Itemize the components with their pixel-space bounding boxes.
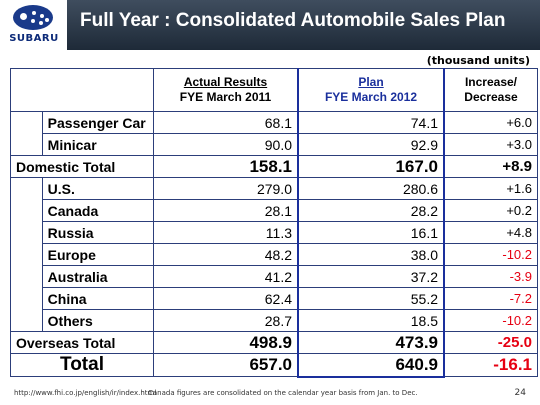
table-row: U.S. 279.0 280.6 +1.6	[10, 177, 538, 332]
row-label: Total	[10, 353, 154, 377]
total-row: Total 657.0 640.9 -16.1	[10, 353, 538, 378]
row-label: Overseas Total	[10, 331, 154, 354]
pleiades-icon	[13, 5, 53, 30]
plan-value: 37.2	[297, 265, 445, 288]
change-header: Increase/ Decrease	[443, 68, 538, 112]
actual-value: 498.9	[153, 331, 299, 354]
footer-note: Canada figures are consolidated on the c…	[148, 389, 418, 397]
plan-value: 167.0	[297, 155, 445, 178]
table-row: Canada 28.1 28.2 +0.2	[11, 199, 538, 222]
page-title: Full Year : Consolidated Automobile Sale…	[80, 10, 506, 31]
plan-value: 473.9	[297, 331, 445, 354]
change-value: -10.2	[443, 243, 538, 266]
plan-value: 16.1	[297, 221, 445, 244]
change-value: +1.6	[443, 177, 538, 200]
plan-value: 18.5	[297, 309, 445, 332]
row-label: Europe	[41, 243, 155, 266]
plan-header: Plan FYE March 2012	[297, 68, 445, 112]
row-label: Australia	[41, 265, 155, 288]
change-value: +3.0	[443, 133, 538, 156]
change-value: -16.1	[443, 353, 538, 377]
actual-value: 68.1	[153, 111, 299, 134]
table-row: Europe 48.2 38.0 -10.2	[11, 243, 538, 266]
page-number: 24	[514, 388, 526, 398]
actual-value: 657.0	[153, 353, 299, 377]
row-label: Russia	[41, 221, 155, 244]
table-row: Russia 11.3 16.1 +4.8	[11, 221, 538, 244]
domestic-total-row: Domestic Total 158.1 167.0 +8.9	[10, 155, 538, 178]
actual-value: 11.3	[153, 221, 299, 244]
plan-value: 640.9	[297, 353, 445, 378]
row-label: Passenger Car	[41, 111, 155, 134]
row-label: Minicar	[41, 133, 155, 156]
actual-header: Actual Results FYE March 2011	[153, 68, 299, 112]
plan-value: 55.2	[297, 287, 445, 310]
actual-value: 62.4	[153, 287, 299, 310]
row-label: Canada	[41, 199, 155, 222]
change-value: -3.9	[443, 265, 538, 288]
change-value: -10.2	[443, 309, 538, 332]
sales-table: Actual Results FYE March 2011 Plan FYE M…	[10, 68, 538, 378]
title-bar: SUBARU Full Year : Consolidated Automobi…	[0, 0, 540, 50]
actual-value: 28.1	[153, 199, 299, 222]
change-value: +4.8	[443, 221, 538, 244]
plan-value: 92.9	[297, 133, 445, 156]
blank-header-cell	[10, 68, 154, 112]
plan-value: 280.6	[297, 177, 445, 200]
actual-value: 90.0	[153, 133, 299, 156]
change-value: -7.2	[443, 287, 538, 310]
row-label: China	[41, 287, 155, 310]
table-row: Minicar 90.0 92.9 +3.0	[11, 133, 538, 156]
table-row: China 62.4 55.2 -7.2	[11, 287, 538, 310]
table-header-row: Actual Results FYE March 2011 Plan FYE M…	[10, 68, 538, 112]
table-row: Passenger Car 68.1 74.1 +6.0	[10, 111, 538, 156]
plan-value: 38.0	[297, 243, 445, 266]
table-row: Others 28.7 18.5 -10.2	[11, 309, 538, 332]
row-label: Others	[41, 309, 155, 332]
change-value: -25.0	[443, 331, 538, 354]
plan-value: 74.1	[297, 111, 445, 134]
actual-value: 279.0	[153, 177, 299, 200]
unit-label: (thousand units)	[426, 54, 530, 67]
footer-url: http://www.fhi.co.jp/english/ir/index.ht…	[14, 389, 157, 397]
actual-value: 28.7	[153, 309, 299, 332]
row-label: Domestic Total	[10, 155, 154, 178]
plan-value: 28.2	[297, 199, 445, 222]
change-value: +0.2	[443, 199, 538, 222]
actual-value: 48.2	[153, 243, 299, 266]
table-row: Australia 41.2 37.2 -3.9	[11, 265, 538, 288]
subaru-logo: SUBARU	[0, 0, 67, 50]
actual-value: 41.2	[153, 265, 299, 288]
overseas-total-row: Overseas Total 498.9 473.9 -25.0	[10, 331, 538, 354]
change-value: +6.0	[443, 111, 538, 134]
logo-text: SUBARU	[9, 33, 59, 44]
change-value: +8.9	[443, 155, 538, 178]
actual-value: 158.1	[153, 155, 299, 178]
row-label: U.S.	[41, 177, 155, 200]
